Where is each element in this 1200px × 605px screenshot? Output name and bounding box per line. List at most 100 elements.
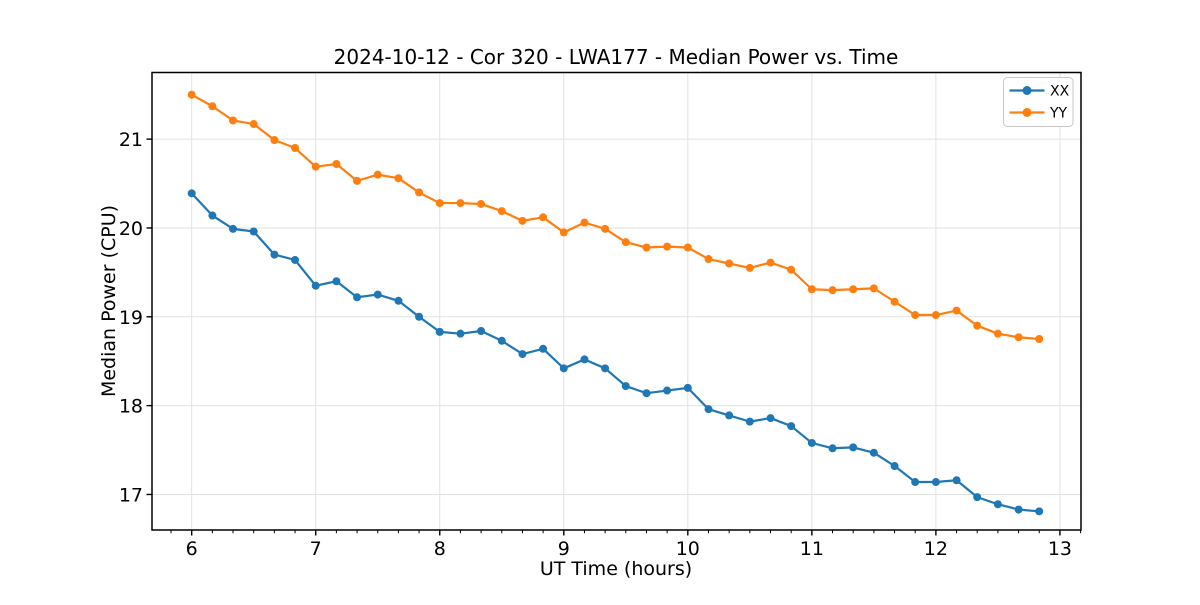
series-XX-point bbox=[559, 364, 568, 373]
series-YY-point bbox=[683, 243, 692, 252]
series-XX-point bbox=[394, 296, 403, 305]
series-XX-point bbox=[642, 389, 651, 398]
series-XX-point bbox=[497, 336, 506, 345]
series-XX-point bbox=[911, 478, 920, 487]
series-YY-point bbox=[580, 218, 589, 227]
series-YY-point bbox=[1035, 335, 1044, 344]
series-YY-point bbox=[869, 284, 878, 293]
series-YY-point bbox=[993, 329, 1002, 338]
x-tick-label-6: 6 bbox=[186, 538, 198, 560]
series-XX-point bbox=[869, 448, 878, 457]
series-YY-point bbox=[849, 285, 858, 294]
legend-label-yy: YY bbox=[1049, 106, 1068, 122]
series-XX-point bbox=[539, 344, 548, 353]
series-XX-point bbox=[291, 255, 300, 264]
series-XX-point bbox=[890, 462, 899, 471]
series-XX-point bbox=[270, 250, 279, 259]
series-YY-point bbox=[704, 255, 713, 264]
legend-label-xx: XX bbox=[1050, 84, 1070, 100]
series-YY-point bbox=[518, 216, 527, 225]
series-XX-point bbox=[766, 414, 775, 423]
series-YY-point bbox=[601, 224, 610, 233]
series-XX-point bbox=[828, 444, 837, 453]
series-YY-point bbox=[890, 297, 899, 306]
series-YY-point bbox=[642, 243, 651, 252]
series-YY-point bbox=[249, 120, 258, 129]
series-XX-point bbox=[621, 382, 630, 391]
series-YY-point bbox=[373, 170, 382, 179]
series-XX-point bbox=[456, 329, 465, 338]
x-tick-label-10: 10 bbox=[676, 538, 700, 560]
series-XX-point bbox=[745, 417, 754, 426]
series-YY-point bbox=[745, 263, 754, 272]
x-tick-label-7: 7 bbox=[310, 538, 322, 560]
series-XX-point bbox=[849, 443, 858, 452]
chart-title: 2024-10-12 - Cor 320 - LWA177 - Median P… bbox=[334, 45, 899, 69]
series-XX-point bbox=[973, 493, 982, 502]
axis-ticks: 6 7 8 9 10 11 12 13 17 18 19 20 21 bbox=[119, 129, 1082, 560]
series-YY-point bbox=[456, 199, 465, 208]
series-XX-point bbox=[725, 411, 734, 420]
x-tick-label-13: 13 bbox=[1048, 538, 1072, 560]
plot-border bbox=[151, 71, 1082, 531]
legend-item-yy: YY bbox=[1009, 106, 1068, 122]
series-YY-point bbox=[497, 207, 506, 216]
series-XX-point bbox=[1014, 505, 1023, 514]
series-YY-point bbox=[539, 213, 548, 222]
series-XX-point bbox=[807, 438, 816, 447]
y-tick-label-20: 20 bbox=[119, 218, 143, 240]
series-YY-point bbox=[787, 265, 796, 274]
series-XX-point bbox=[952, 476, 961, 485]
series-XX-point bbox=[332, 277, 341, 286]
series-YY-point bbox=[807, 285, 816, 294]
series-XX-point bbox=[208, 211, 217, 220]
series-YY-point bbox=[353, 176, 362, 185]
x-tick-label-12: 12 bbox=[924, 538, 948, 560]
series-YY-point bbox=[931, 311, 940, 320]
series-YY-point bbox=[725, 259, 734, 268]
series-YY-point bbox=[1014, 333, 1023, 342]
x-tick-label-9: 9 bbox=[558, 538, 570, 560]
series-YY-point bbox=[311, 162, 320, 171]
x-tick-label-8: 8 bbox=[434, 538, 446, 560]
series-XX-point bbox=[993, 500, 1002, 509]
series-XX-point bbox=[435, 327, 444, 336]
y-axis-label: Median Power (CPU) bbox=[98, 205, 120, 397]
series-YY-point bbox=[621, 238, 630, 247]
series-YY-point bbox=[828, 286, 837, 295]
series-XX-point bbox=[663, 386, 672, 395]
series-YY-point bbox=[952, 306, 961, 315]
series-XX-point bbox=[931, 478, 940, 487]
y-tick-label-18: 18 bbox=[119, 396, 143, 418]
series-YY-point bbox=[291, 144, 300, 153]
series-XX-point bbox=[601, 364, 610, 373]
series-YY-point bbox=[415, 188, 424, 197]
legend-item-xx: XX bbox=[1009, 84, 1070, 100]
series-XX-point bbox=[704, 405, 713, 414]
y-tick-label-17: 17 bbox=[119, 484, 143, 506]
series-YY-point bbox=[394, 174, 403, 183]
series-XX-point bbox=[580, 355, 589, 364]
series-YY-point bbox=[911, 311, 920, 320]
data-series bbox=[187, 90, 1044, 516]
series-XX-point bbox=[477, 327, 486, 336]
series-XX-point bbox=[311, 281, 320, 290]
series-XX-point bbox=[518, 350, 527, 359]
series-XX-line bbox=[190, 192, 1041, 513]
series-YY-point bbox=[766, 258, 775, 267]
series-XX-point bbox=[683, 383, 692, 392]
series-XX-point bbox=[353, 293, 362, 302]
series-YY-line bbox=[190, 93, 1041, 341]
series-YY-point bbox=[332, 160, 341, 168]
legend-marker-xx bbox=[1022, 86, 1032, 95]
series-YY-point bbox=[270, 136, 279, 145]
series-YY-point bbox=[208, 102, 217, 111]
x-axis-label: UT Time (hours) bbox=[540, 558, 692, 580]
series-YY-point bbox=[477, 199, 486, 208]
y-tick-label-21: 21 bbox=[119, 129, 143, 151]
series-XX-point bbox=[415, 312, 424, 321]
series-XX-point bbox=[1035, 507, 1044, 516]
x-tick-label-11: 11 bbox=[800, 538, 824, 560]
series-XX-point bbox=[187, 189, 196, 198]
